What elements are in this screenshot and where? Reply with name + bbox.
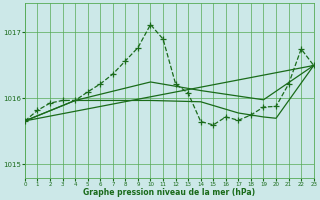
X-axis label: Graphe pression niveau de la mer (hPa): Graphe pression niveau de la mer (hPa): [83, 188, 255, 197]
